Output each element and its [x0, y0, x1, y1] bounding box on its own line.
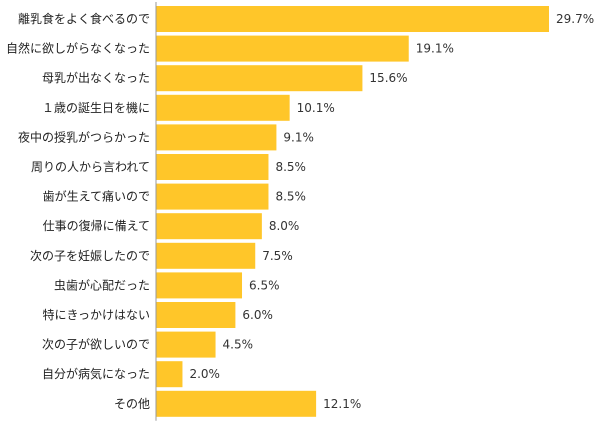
- bar: [156, 272, 243, 299]
- bar: [156, 331, 216, 358]
- category-label: 母乳が出なくなった: [42, 70, 150, 85]
- category-label: 次の子が欲しいので: [42, 337, 150, 352]
- value-label: 6.5%: [249, 278, 280, 292]
- category-label: 自分が病気になった: [42, 366, 150, 381]
- value-label: 9.1%: [283, 130, 314, 144]
- category-label: 特にきっかけはない: [42, 307, 150, 322]
- value-label: 8.0%: [269, 219, 300, 233]
- category-label: その他: [114, 397, 150, 411]
- bar: [156, 390, 317, 417]
- bar: [156, 124, 277, 151]
- bar: [156, 361, 183, 388]
- value-label: 10.1%: [297, 101, 335, 115]
- bar: [156, 6, 549, 32]
- bars-layer: [156, 6, 549, 417]
- bar: [156, 302, 236, 328]
- value-label: 8.5%: [275, 160, 306, 174]
- value-label: 29.7%: [556, 12, 594, 26]
- category-label: 歯が生えて痛いので: [43, 189, 150, 204]
- category-label: 仕事の復帰に備えて: [43, 218, 150, 233]
- value-label: 19.1%: [416, 42, 454, 56]
- category-label: 次の子を妊娠したので: [30, 249, 150, 263]
- category-label: 自然に欲しがらなくなった: [6, 41, 150, 56]
- value-label: 6.0%: [242, 308, 272, 322]
- category-label: 離乳食をよく食べるので: [18, 11, 150, 26]
- bar: [156, 65, 363, 92]
- bar: [156, 154, 269, 180]
- bar: [156, 35, 409, 62]
- bar: [156, 213, 262, 240]
- value-labels: 29.7% 19.1% 15.6% 10.1% 9.1% 8.5% 8.5% 8.0% 7.5%…: [189, 12, 594, 411]
- value-label: 15.6%: [369, 71, 407, 85]
- bar: [156, 183, 269, 210]
- category-label: １歳の誕生日を機に: [42, 100, 150, 115]
- category-label: 虫歯が心配だった: [54, 277, 150, 292]
- value-label: 2.0%: [189, 367, 220, 381]
- bar: [156, 94, 290, 121]
- value-label: 12.1%: [323, 397, 361, 411]
- value-label: 8.5%: [275, 190, 306, 204]
- category-label: 周りの人から言われて: [31, 160, 150, 174]
- bar: [156, 242, 256, 269]
- value-label: 4.5%: [223, 338, 254, 352]
- category-label: 夜中の授乳がつらかった: [18, 129, 150, 144]
- value-label: 7.5%: [262, 249, 293, 263]
